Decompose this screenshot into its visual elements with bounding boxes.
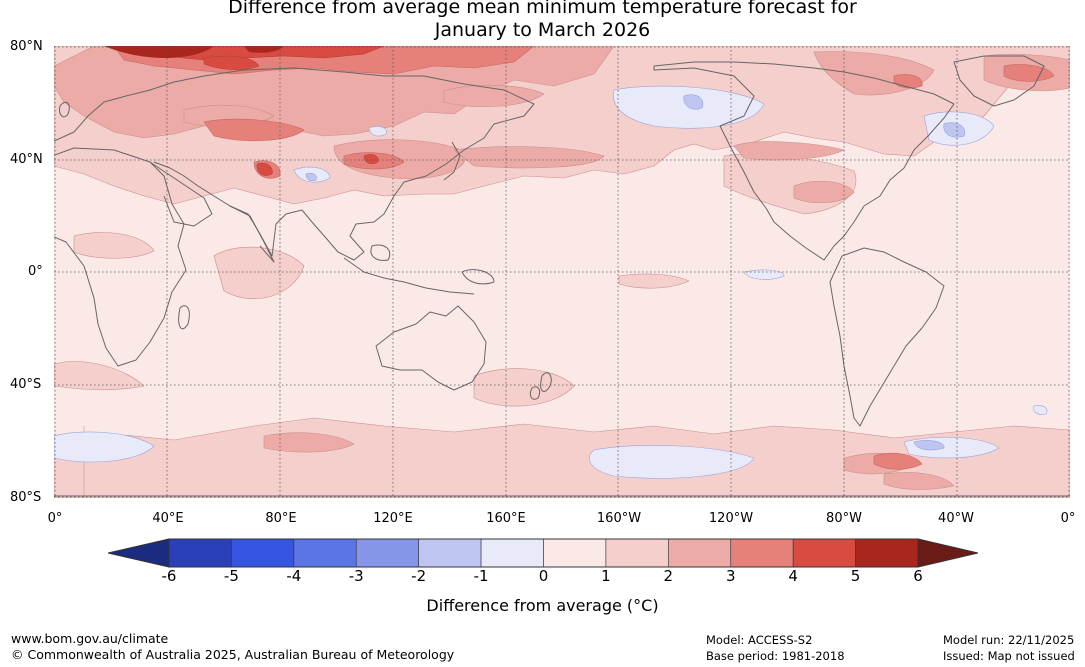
colorbar-segment (480, 538, 544, 568)
footer-issued: Issued: Map not issued (943, 649, 1075, 663)
colorbar (108, 538, 978, 568)
colorbar-segment (730, 538, 794, 568)
coastlines (54, 55, 1070, 497)
anomaly-band-5-6 (104, 46, 284, 58)
colorbar-arrow-low (108, 538, 170, 568)
colorbar-tick-label: -5 (223, 567, 239, 585)
colorbar-segment (792, 538, 856, 568)
lon-label-160w: 160°W (596, 511, 642, 526)
lon-label-160e: 160°E (486, 511, 526, 526)
colorbar-segment (668, 538, 732, 568)
forecast-map (54, 46, 1070, 498)
lon-label-40w: 40°W (938, 511, 974, 526)
colorbar-tick-label: 6 (913, 567, 923, 585)
lon-label-40e: 40°E (152, 511, 184, 526)
colorbar-segment (418, 538, 482, 568)
colorbar-segment (293, 538, 357, 568)
lon-label-0-east: 0° (1060, 511, 1076, 526)
colorbar-tick-label: -4 (286, 567, 302, 585)
colorbar-tick-label: -1 (473, 567, 489, 585)
lat-label-80n: 80°N (10, 39, 43, 54)
footer-model: Model: ACCESS-S2 (706, 633, 813, 647)
colorbar-tick-label: 5 (850, 567, 861, 585)
footer-model-run: Model run: 22/11/2025 (943, 633, 1075, 647)
footer-website[interactable]: www.bom.gov.au/climate (11, 631, 169, 646)
colorbar-tick-label: 3 (725, 567, 736, 585)
colorbar-segment (355, 538, 419, 568)
colorbar-segment (855, 538, 919, 568)
chart-title: Difference from average mean minimum tem… (228, 0, 857, 41)
lon-label-80e: 80°E (265, 511, 297, 526)
colorbar-segment (605, 538, 669, 568)
lat-label-40s: 40°S (10, 377, 42, 392)
colorbar-tick-label: -6 (161, 567, 177, 585)
map-svg (54, 46, 1070, 498)
lat-label-0: 0° (28, 264, 43, 279)
lon-label-120w: 120°W (708, 511, 754, 526)
colorbar-tick-label: 1 (601, 567, 611, 585)
graticule (54, 46, 1070, 498)
colorbar-tick-label: 2 (663, 567, 674, 585)
colorbar-segment (168, 538, 232, 568)
footer-copyright: © Commonwealth of Australia 2025, Austra… (11, 647, 455, 662)
colorbar-tick-label: -2 (411, 567, 427, 585)
colorbar-tick-label: 0 (538, 567, 549, 585)
anomaly-band-neg1-0 (54, 85, 1048, 479)
footer-base-period: Base period: 1981-2018 (706, 649, 845, 663)
lat-label-40n: 40°N (10, 152, 43, 167)
colorbar-frame (168, 538, 919, 568)
colorbar-arrow-high (917, 538, 978, 568)
anomaly-band-neg2-neg1 (305, 94, 966, 451)
lon-label-120e: 120°E (373, 511, 413, 526)
colorbar-segment (543, 538, 607, 568)
lon-label-80w: 80°W (826, 511, 862, 526)
lon-label-0: 0° (47, 511, 63, 526)
colorbar-label: Difference from average (°C) (426, 596, 659, 615)
colorbar-tick-label: -3 (348, 567, 364, 585)
colorbar-segment (231, 538, 295, 568)
lat-label-80s: 80°S (10, 490, 42, 505)
colorbar-tick-label: 4 (788, 567, 798, 585)
